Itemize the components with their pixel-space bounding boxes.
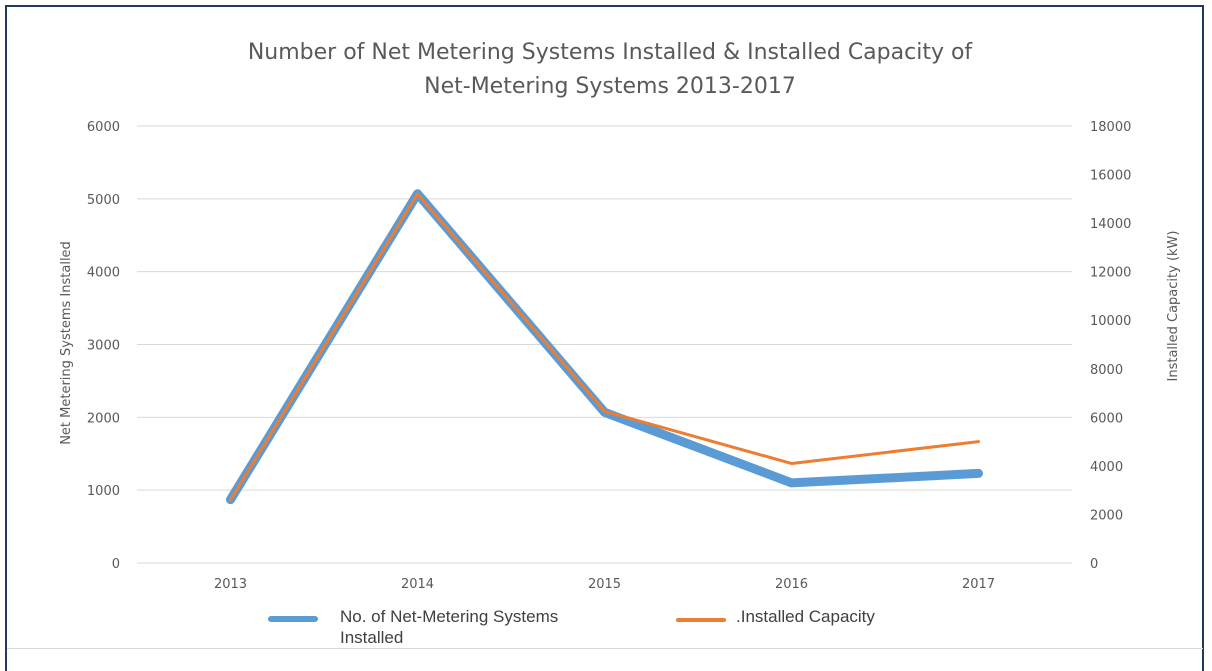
legend-label-systems-line-1: No. of Net-Metering Systems — [340, 607, 559, 626]
y-tick-label-left: 2000 — [87, 411, 120, 426]
series-line-capacity — [229, 192, 980, 502]
x-tick-label: 2015 — [588, 577, 621, 592]
y-tick-label-left: 6000 — [87, 120, 120, 135]
legend-item-capacity: .Installed Capacity — [676, 606, 1006, 627]
gridlines — [137, 125, 1072, 564]
y-tick-label-right: 16000 — [1090, 169, 1131, 184]
y-tick-label-left: 1000 — [87, 484, 120, 499]
y-tick-label-right: 6000 — [1090, 411, 1123, 426]
bottom-divider — [7, 648, 1203, 649]
chart-frame — [5, 5, 1204, 671]
y-tick-label-right: 2000 — [1090, 508, 1123, 523]
legend-swatch-capacity — [676, 618, 726, 622]
chart-title-line-1: Number of Net Metering Systems Installed… — [247, 40, 973, 65]
legend-item-systems: No. of Net-Metering Systems Installed — [268, 606, 610, 648]
x-tick-label: 2013 — [214, 577, 247, 592]
left-axis-ticks: 0 1000 2000 3000 4000 5000 6000 — [87, 120, 120, 572]
x-tick-label: 2016 — [775, 577, 808, 592]
y-tick-label-left: 4000 — [87, 266, 120, 281]
y-tick-label-left: 0 — [112, 557, 120, 572]
y-tick-label-left: 5000 — [87, 193, 120, 208]
x-tick-label: 2014 — [401, 577, 434, 592]
legend-label-systems: No. of Net-Metering Systems Installed — [340, 606, 610, 648]
y-tick-label-right: 18000 — [1090, 120, 1131, 135]
x-tick-label: 2017 — [962, 577, 995, 592]
legend-swatch-systems — [268, 616, 318, 622]
legend: No. of Net-Metering Systems Installed .I… — [0, 606, 1212, 650]
right-axis-ticks: 0 2000 4000 6000 8000 10000 12000 14000 16000 180… — [1090, 120, 1131, 572]
y-tick-label-right: 12000 — [1090, 266, 1131, 281]
y-axis-label-right: Installed Capacity (kW) — [1166, 231, 1181, 382]
x-axis-ticks: 2013 2014 2015 2016 2017 — [214, 577, 995, 592]
y-tick-label-right: 0 — [1090, 557, 1098, 572]
legend-label-capacity: .Installed Capacity — [736, 607, 875, 626]
y-axis-label-left: Net Metering Systems Installed — [59, 241, 74, 445]
line-chart: 0 1000 2000 3000 4000 5000 6000 0 2000 4000 6000 8… — [59, 120, 1181, 592]
y-tick-label-left: 3000 — [87, 339, 120, 354]
y-tick-label-right: 4000 — [1090, 460, 1123, 475]
y-tick-label-right: 8000 — [1090, 363, 1123, 378]
y-tick-label-right: 10000 — [1090, 314, 1131, 329]
series-lines — [226, 189, 983, 505]
y-tick-label-right: 14000 — [1090, 217, 1131, 232]
chart-title-line-2: Net-Metering Systems 2013-2017 — [424, 74, 796, 99]
legend-label-systems-line-2: Installed — [340, 628, 404, 647]
